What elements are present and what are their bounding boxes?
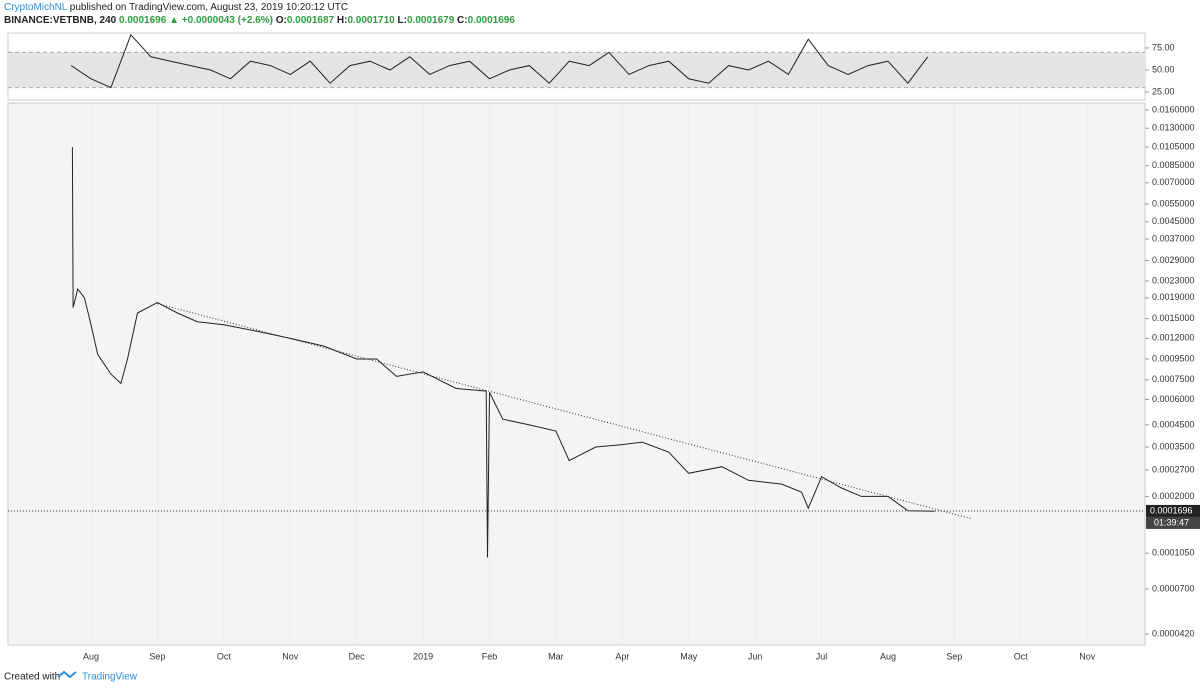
x-tick-label: Aug xyxy=(880,651,896,661)
y-tick-label: 0.0003500 xyxy=(1152,441,1195,451)
author[interactable]: CryptoMichNL xyxy=(4,2,67,13)
c-label: C: xyxy=(457,15,468,26)
y-tick-label: 0.0029000 xyxy=(1152,255,1195,265)
y-tick-label: 0.0002700 xyxy=(1152,464,1195,474)
x-tick-label: Apr xyxy=(615,651,629,661)
y-tick-label: 0.0070000 xyxy=(1152,177,1195,187)
x-tick-label: Jun xyxy=(748,651,763,661)
x-tick-label: Oct xyxy=(217,651,232,661)
footer-created: Created with xyxy=(4,672,60,683)
y-tick-label: 0.0000420 xyxy=(1152,628,1195,638)
price-line xyxy=(70,33,929,89)
published: published on TradingView.com, August 23,… xyxy=(66,2,349,13)
x-tick-label: Nov xyxy=(1079,651,1096,661)
y-tick-label: 0.0045000 xyxy=(1152,216,1195,226)
close: 0.0001696 xyxy=(467,15,515,26)
open: 0.0001687 xyxy=(286,15,335,26)
h-label: H: xyxy=(336,15,348,26)
header-line: CryptoMichNL published on TradingView.co… xyxy=(4,2,348,13)
x-tick-label: Jul xyxy=(816,651,828,661)
y-tick-label: 25.00 xyxy=(1152,86,1175,96)
y-tick-label: 0.0085000 xyxy=(1152,160,1195,170)
y-tick-label: 0.0007500 xyxy=(1152,374,1195,384)
low: 0.0001679 xyxy=(406,15,455,26)
y-tick-label: 0.0006000 xyxy=(1152,394,1195,404)
countdown-box xyxy=(1146,516,1200,529)
y-tick-label: 0.0160000 xyxy=(1152,104,1195,114)
x-tick-label: Oct xyxy=(1014,651,1029,661)
high: 0.0001710 xyxy=(347,15,395,26)
y-tick-label: 0.0130000 xyxy=(1152,123,1195,133)
x-tick-label: 2019 xyxy=(413,651,433,661)
y-tick-label: 0.0009500 xyxy=(1152,353,1195,363)
price-line xyxy=(71,146,935,558)
price: 0.0001696 xyxy=(119,15,167,26)
change: ▲ +0.0000043 (+2.6%) xyxy=(169,15,273,26)
y-tick-label: 0.0015000 xyxy=(1152,313,1195,323)
y-tick-label: 0.0004500 xyxy=(1152,419,1195,429)
x-tick-label: Nov xyxy=(282,651,299,661)
y-tick-label: 0.0000700 xyxy=(1152,583,1195,593)
last-price-box xyxy=(1146,504,1200,517)
trendline xyxy=(157,303,973,520)
price-pane xyxy=(7,102,1146,646)
y-tick-label: 0.0037000 xyxy=(1152,233,1195,243)
x-tick-label: Mar xyxy=(548,651,564,661)
y-tick-label: 50.00 xyxy=(1152,64,1175,74)
y-tick-label: 0.0019000 xyxy=(1152,292,1195,302)
x-tick-label: Feb xyxy=(482,651,498,661)
x-tick-label: Aug xyxy=(83,651,99,661)
y-tick-label: 0.0055000 xyxy=(1152,198,1195,208)
y-tick-label: 75.00 xyxy=(1152,42,1175,52)
y-tick-label: 0.0105000 xyxy=(1152,141,1195,151)
y-tick-label: 0.0023000 xyxy=(1152,275,1195,285)
symbol: BINANCE:VETBNB, 240 xyxy=(4,15,117,26)
o-label: O: xyxy=(275,15,287,26)
x-tick-label: Sep xyxy=(149,651,165,661)
symbol-line: BINANCE:VETBNB, 240 0.0001696 ▲ +0.00000… xyxy=(4,15,515,26)
x-tick-label: Dec xyxy=(349,651,366,661)
y-tick-label: 0.0002000 xyxy=(1152,491,1195,501)
y-tick-label: 0.0001050 xyxy=(1152,548,1195,558)
x-tick-label: May xyxy=(680,651,698,661)
l-label: L: xyxy=(397,15,407,26)
y-tick-label: 0.0012000 xyxy=(1152,333,1195,343)
rsi-band xyxy=(9,52,1144,88)
footer-brand[interactable]: TradingView xyxy=(82,672,138,683)
last-price-label: 0.0001696 xyxy=(1150,505,1193,515)
brand-icon xyxy=(57,670,77,679)
x-tick-label: Sep xyxy=(946,651,962,661)
countdown: 01:39:47 xyxy=(1154,517,1189,527)
